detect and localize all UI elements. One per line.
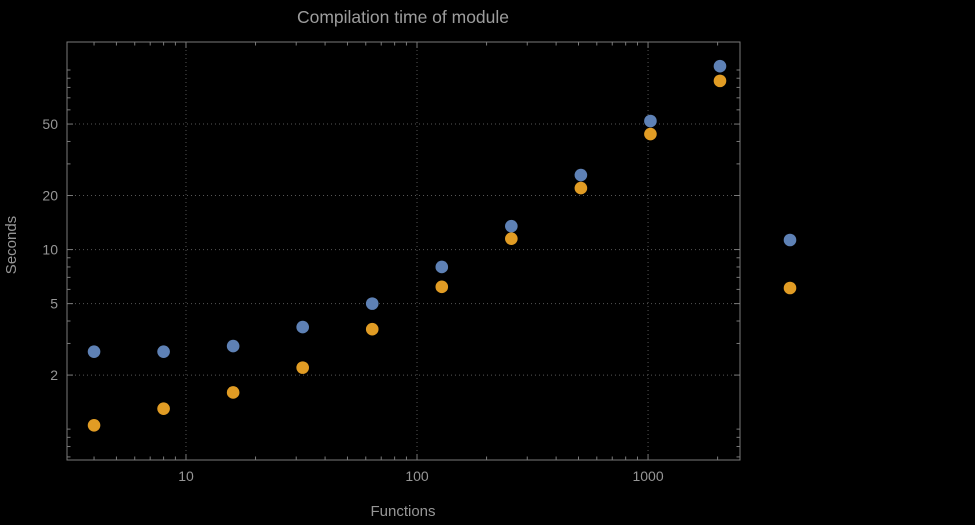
data-point-series-2 xyxy=(713,74,727,88)
legend xyxy=(783,233,797,295)
y-tick-label: 20 xyxy=(42,188,58,204)
data-point-series-1 xyxy=(157,345,170,358)
data-point-series-2 xyxy=(296,361,309,374)
y-tick-label: 5 xyxy=(50,296,58,312)
data-point-series-2 xyxy=(157,402,170,415)
plot-frame xyxy=(66,41,741,461)
data-point-series-2 xyxy=(226,386,240,399)
data-point-series-1 xyxy=(435,260,449,274)
data-point-series-2 xyxy=(505,232,518,245)
y-tick-label: 50 xyxy=(42,116,58,132)
data-point-series-1 xyxy=(365,297,379,310)
data-point-series-2 xyxy=(365,322,379,336)
data-point-series-2 xyxy=(574,181,588,195)
data-point-series-1 xyxy=(226,339,240,353)
data-point-series-1 xyxy=(713,59,727,73)
data-point-series-1 xyxy=(87,345,101,358)
y-tick-label: 10 xyxy=(42,242,58,258)
grid-layer xyxy=(67,42,740,460)
data-point-series-1 xyxy=(505,219,518,233)
legend-swatch-series-1 xyxy=(783,233,797,247)
x-tick-label: 1000 xyxy=(632,468,663,484)
points-layer xyxy=(87,59,727,432)
x-tick-label: 100 xyxy=(405,468,429,484)
data-point-series-1 xyxy=(644,114,657,128)
data-point-series-1 xyxy=(296,320,309,334)
legend-swatch-series-2 xyxy=(783,281,797,295)
data-point-series-2 xyxy=(87,419,101,432)
tick-layer: 10 100 1000 2 5 10 20 50 xyxy=(42,42,740,484)
y-axis-label: Seconds xyxy=(3,216,20,274)
data-point-series-1 xyxy=(574,168,588,182)
chart-title: Compilation time of module xyxy=(297,7,509,27)
x-tick-label: 10 xyxy=(178,468,194,484)
data-point-series-2 xyxy=(644,127,657,141)
y-tick-label: 2 xyxy=(50,367,58,383)
data-point-series-2 xyxy=(435,280,449,294)
x-axis-label: Functions xyxy=(370,503,435,520)
